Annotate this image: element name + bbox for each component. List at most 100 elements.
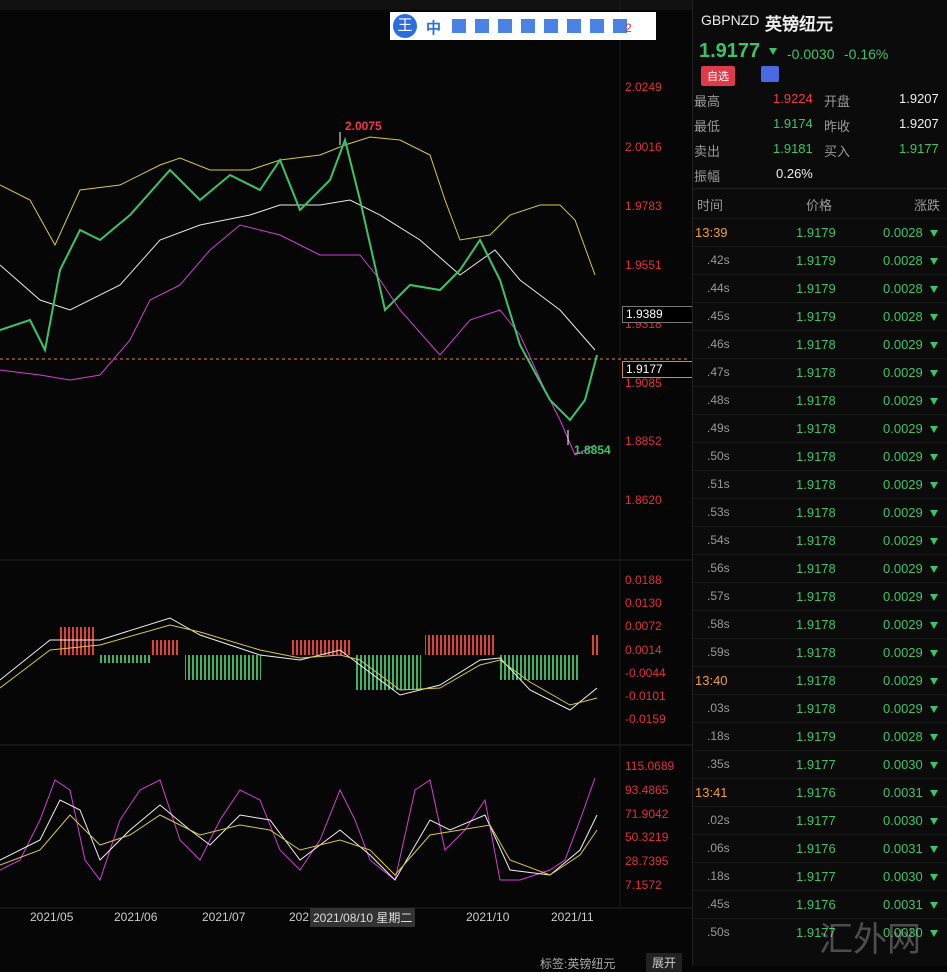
macd-hist [150,640,180,655]
tick-row: .46s 1.9178 0.0029 [693,330,947,359]
kdj-axis-label: 7.1572 [625,878,662,892]
tick-row: .06s 1.9176 0.0031 [693,834,947,863]
down-arrow [930,930,938,937]
kdj-d [0,814,598,876]
macd-axis-label: -0.0101 [625,689,666,703]
kdj-axis-label: 71.9042 [625,806,669,821]
chart-canvas [0,0,692,909]
down-arrow [930,314,938,321]
tick-change: 0.0029 [883,337,923,352]
lower-band [0,224,596,456]
tick-price: 1.9176 [796,785,836,800]
watch-button[interactable]: 自选 [701,66,735,86]
price-axis-label: 1.9085 [625,376,662,390]
macd-axis-label: -0.0044 [625,665,666,680]
tick-time: .06s [707,841,730,855]
macd-axis-label: 0.0014 [625,642,662,657]
tick-row: .45s 1.9176 0.0031 [693,890,947,919]
stat: 开盘 [824,94,851,109]
watermark: 汇外网 [819,920,921,960]
tick-price: 1.9178 [796,477,836,492]
alert-button[interactable] [761,66,779,82]
change-pct: -0.16% [844,46,889,62]
tick-row: .45s 1.9179 0.0028 [693,302,947,331]
price-axis-label: 1.9551 [625,258,662,272]
stat: 买入 [824,144,851,159]
stat: 1.9181 [773,141,813,156]
tick-change: 0.0029 [883,701,923,716]
tick-price: 1.9178 [796,449,836,464]
tick-time: .50s [707,925,730,939]
date-axis-label: 2021/05 [30,910,74,924]
tick-row: .02s 1.9177 0.0030 [693,806,947,835]
symbol-name: 英镑纽元 [765,15,833,35]
symbol: GBPNZD [701,12,760,28]
tick-price: 1.9178 [796,393,836,408]
tick-time: .45s [707,897,730,911]
down-arrow [930,566,938,573]
tick-price: 1.9179 [796,729,836,744]
logo-icon[interactable]: 王 [393,14,417,38]
tick-time: .03s [707,701,730,715]
down-arrow [769,48,777,55]
tick-row: .03s 1.9178 0.0029 [693,694,947,723]
price-axis-label: 1.8620 [625,493,662,507]
upper-band [0,136,596,276]
tick-time: .44s [707,281,730,295]
tick-change: 0.0029 [883,645,923,660]
down-arrow [930,762,938,769]
tick-price: 1.9178 [796,365,836,380]
stat: 1.9207 [899,116,939,131]
quote-panel: GBPNZD 英镑纽元 1.9177 -0.0030 -0.16% 自选 最高 1… [692,0,947,966]
tick-time: .18s [707,869,730,883]
col-time: 时间 [697,198,724,213]
crosshair-date: 2021/08/10 星期二 [310,908,416,927]
macd-hist [590,635,598,655]
price-line [0,136,598,422]
tick-row: .47s 1.9178 0.0029 [693,358,947,387]
tick-change: 0.0031 [883,841,923,856]
tick-price: 1.9178 [796,533,836,548]
down-arrow [930,874,938,881]
tick-time: .46s [707,337,730,351]
tick-time: .47s [707,365,730,379]
down-arrow [930,650,938,657]
tick-price: 1.9176 [796,897,836,912]
down-arrow [930,790,938,797]
tick-price: 1.9177 [796,925,836,940]
kdj-axis-label: 115.0689 [625,759,675,773]
change: -0.0030 [787,46,835,62]
stat: 卖出 [694,144,721,159]
tick-change: 0.0029 [883,589,923,604]
lang-button[interactable]: 中 [426,20,442,37]
macd-axis-label: 0.0188 [625,573,662,587]
tick-change: 0.0029 [883,673,923,688]
tick-price: 1.9178 [796,561,836,576]
tick-row: .50s 1.9177 0.0030 [693,918,947,947]
tick-price: 1.9176 [796,841,836,856]
down-arrow [930,482,938,489]
tick-change: 0.0029 [883,617,923,632]
tick-change: 0.0030 [883,757,923,772]
tick-row: .44s 1.9179 0.0028 [693,274,947,303]
toolbar-icons[interactable] [452,19,632,33]
date-axis-label: 2021/06 [114,910,158,924]
tick-time: .45s [707,309,730,323]
tick-price: 1.9178 [796,505,836,520]
tick-change: 0.0028 [883,281,923,296]
footer-tag: 标签:英镑纽元 [540,957,616,971]
date-axis-label: 2021/11 [551,910,594,924]
tick-change: 0.0028 [883,309,923,324]
tick-row: .57s 1.9178 0.0029 [693,582,947,611]
down-arrow [930,510,938,517]
expand-button[interactable]: 展开 [646,953,683,972]
tick-price: 1.9179 [796,225,836,240]
tick-change: 0.0031 [883,785,923,800]
col-price: 价格 [806,198,833,213]
tick-time: 13:39 [695,225,728,240]
macd-axis-label: 0.0130 [625,596,662,611]
tick-change: 0.0028 [883,225,923,240]
down-arrow [930,426,938,433]
price-axis-label: 1.8852 [625,434,662,448]
tick-row: .48s 1.9178 0.0029 [693,386,947,415]
